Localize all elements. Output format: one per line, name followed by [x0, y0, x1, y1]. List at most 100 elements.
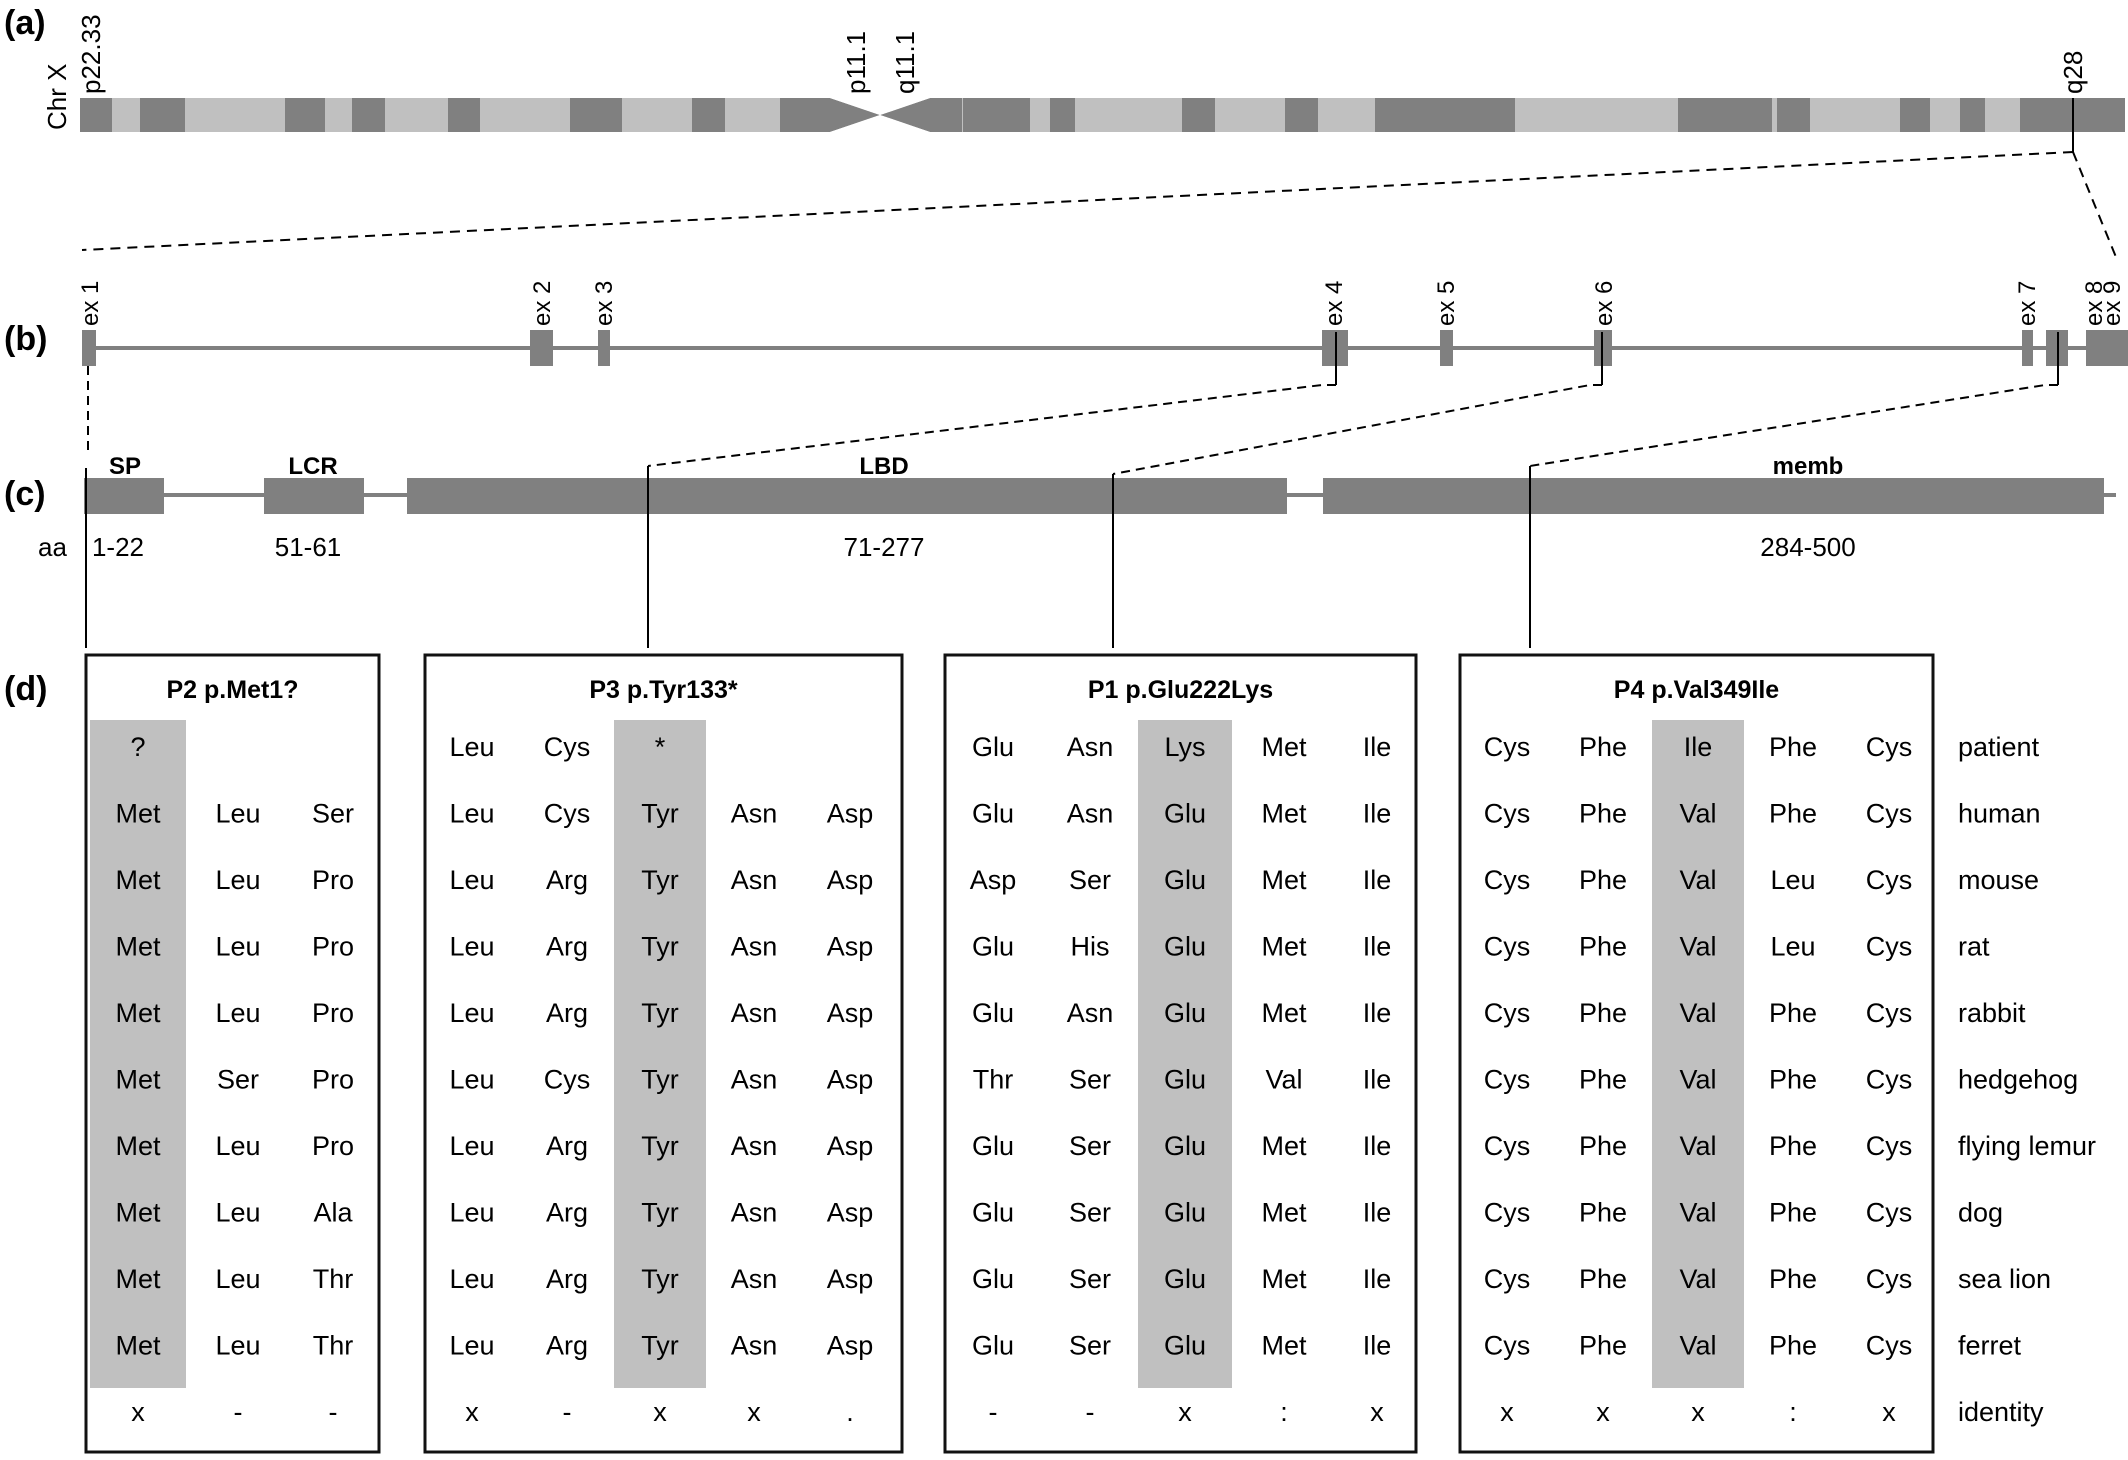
chromosome-band-dark — [80, 98, 112, 132]
residue-cell: Leu — [449, 1331, 494, 1361]
exon-block — [530, 330, 553, 366]
residue-cell: Glu — [972, 932, 1014, 962]
residue-cell: Phe — [1579, 1331, 1627, 1361]
residue-cell: * — [655, 732, 666, 762]
residue-cell: Phe — [1769, 1131, 1817, 1161]
species-label: ferret — [1958, 1331, 2022, 1361]
residue-cell: Phe — [1579, 1198, 1627, 1228]
residue-cell: Arg — [546, 998, 588, 1028]
residue-cell: x — [131, 1397, 145, 1427]
chromosome-band-dark — [1285, 98, 1318, 132]
residue-cell: - — [563, 1397, 572, 1427]
exon-block — [2086, 330, 2128, 366]
residue-cell: Ile — [1363, 732, 1392, 762]
species-label: patient — [1958, 732, 2040, 762]
residue-cell: Glu — [972, 1331, 1014, 1361]
alignment-box — [423, 653, 904, 1454]
residue-cell: Cys — [1484, 1331, 1531, 1361]
residue-cell: Glu — [1164, 1264, 1206, 1294]
residue-cell: Met — [115, 998, 161, 1028]
residue-cell: Asn — [731, 1331, 778, 1361]
residue-cell: Ser — [1069, 1131, 1111, 1161]
residue-cell: Ser — [1069, 865, 1111, 895]
residue-cell: - — [1086, 1397, 1095, 1427]
panel-label-a: (a) — [4, 4, 46, 42]
residue-cell: Leu — [215, 1198, 260, 1228]
residue-cell: Cys — [1484, 998, 1531, 1028]
residue-cell: Ser — [1069, 1264, 1111, 1294]
residue-cell: Phe — [1579, 1131, 1627, 1161]
residue-cell: Asn — [1067, 998, 1114, 1028]
alignment-box — [1458, 653, 1935, 1454]
residue-cell: - — [329, 1397, 338, 1427]
residue-cell: Cys — [1484, 932, 1531, 962]
residue-cell: Ile — [1363, 932, 1392, 962]
residue-cell: Met — [1261, 732, 1307, 762]
residue-cell: Pro — [312, 1131, 354, 1161]
exon-label: ex 8 — [2081, 281, 2108, 326]
domain-name: LBD — [859, 453, 908, 480]
residue-cell: x — [1596, 1397, 1610, 1427]
residue-cell: Glu — [1164, 865, 1206, 895]
chromosome-band-dark — [448, 98, 480, 132]
protein-domain-lcr — [264, 478, 364, 514]
residue-cell: Tyr — [641, 1198, 679, 1228]
residue-cell: Met — [115, 1331, 161, 1361]
residue-cell: Ile — [1363, 1264, 1392, 1294]
residue-cell: Phe — [1579, 865, 1627, 895]
residue-cell: Asn — [731, 1065, 778, 1095]
alignment-box-title: P3 p.Tyr133* — [589, 676, 738, 704]
protein-domain-sp — [84, 478, 164, 514]
residue-cell: Asp — [827, 1331, 874, 1361]
residue-cell: Asn — [731, 865, 778, 895]
alignment-box — [84, 653, 381, 1454]
residue-cell: Tyr — [641, 1264, 679, 1294]
residue-cell: x — [1370, 1397, 1384, 1427]
residue-cell: Tyr — [641, 1131, 679, 1161]
domain-range: 71-277 — [844, 532, 925, 562]
residue-cell: Val — [1679, 1065, 1716, 1095]
chromosome-band-dark — [140, 98, 185, 132]
residue-cell: Asp — [827, 1198, 874, 1228]
residue-cell: Leu — [215, 998, 260, 1028]
residue-cell: Glu — [972, 1131, 1014, 1161]
residue-cell: Ile — [1363, 1065, 1392, 1095]
residue-cell: Glu — [1164, 998, 1206, 1028]
residue-cell: Glu — [1164, 1065, 1206, 1095]
residue-cell: Val — [1679, 932, 1716, 962]
chromosome-ideogram — [80, 98, 2125, 132]
residue-cell: x — [1691, 1397, 1705, 1427]
residue-cell: Ile — [1363, 1198, 1392, 1228]
residue-cell: Leu — [449, 865, 494, 895]
residue-cell: Ile — [1363, 1331, 1392, 1361]
residue-cell: - — [234, 1397, 243, 1427]
residue-cell: Asn — [731, 1198, 778, 1228]
band-label-p22-33: p22.33 — [76, 14, 106, 94]
exon-label: ex 9 — [2099, 281, 2126, 326]
panel-label-b: (b) — [4, 320, 47, 358]
residue-cell: Met — [1261, 1264, 1307, 1294]
residue-cell: Asp — [827, 799, 874, 829]
chromosome-band-dark — [930, 98, 962, 132]
zoom-line-left — [81, 151, 2074, 251]
domain-range: 1-22 — [92, 532, 144, 562]
residue-cell: His — [1071, 932, 1110, 962]
exon-label: ex 6 — [1591, 281, 1618, 326]
residue-cell: Phe — [1769, 799, 1817, 829]
residue-cell: Asn — [731, 932, 778, 962]
residue-cell: Cys — [1484, 732, 1531, 762]
domain-name: memb — [1773, 453, 1844, 480]
residue-cell: Cys — [1484, 799, 1531, 829]
residue-cell: Lys — [1164, 732, 1205, 762]
exon-block — [1440, 330, 1453, 366]
residue-cell: Phe — [1769, 1331, 1817, 1361]
centromere-notch-bottom — [830, 115, 930, 132]
residue-cell: Asn — [731, 998, 778, 1028]
chromosome-band-dark — [1678, 98, 1772, 132]
residue-cell: Arg — [546, 932, 588, 962]
residue-cell: Leu — [449, 732, 494, 762]
chromosome-band-dark — [570, 98, 622, 132]
residue-cell: Glu — [972, 1264, 1014, 1294]
domain-range: 51-61 — [275, 532, 342, 562]
variant-highlight — [90, 720, 186, 1388]
